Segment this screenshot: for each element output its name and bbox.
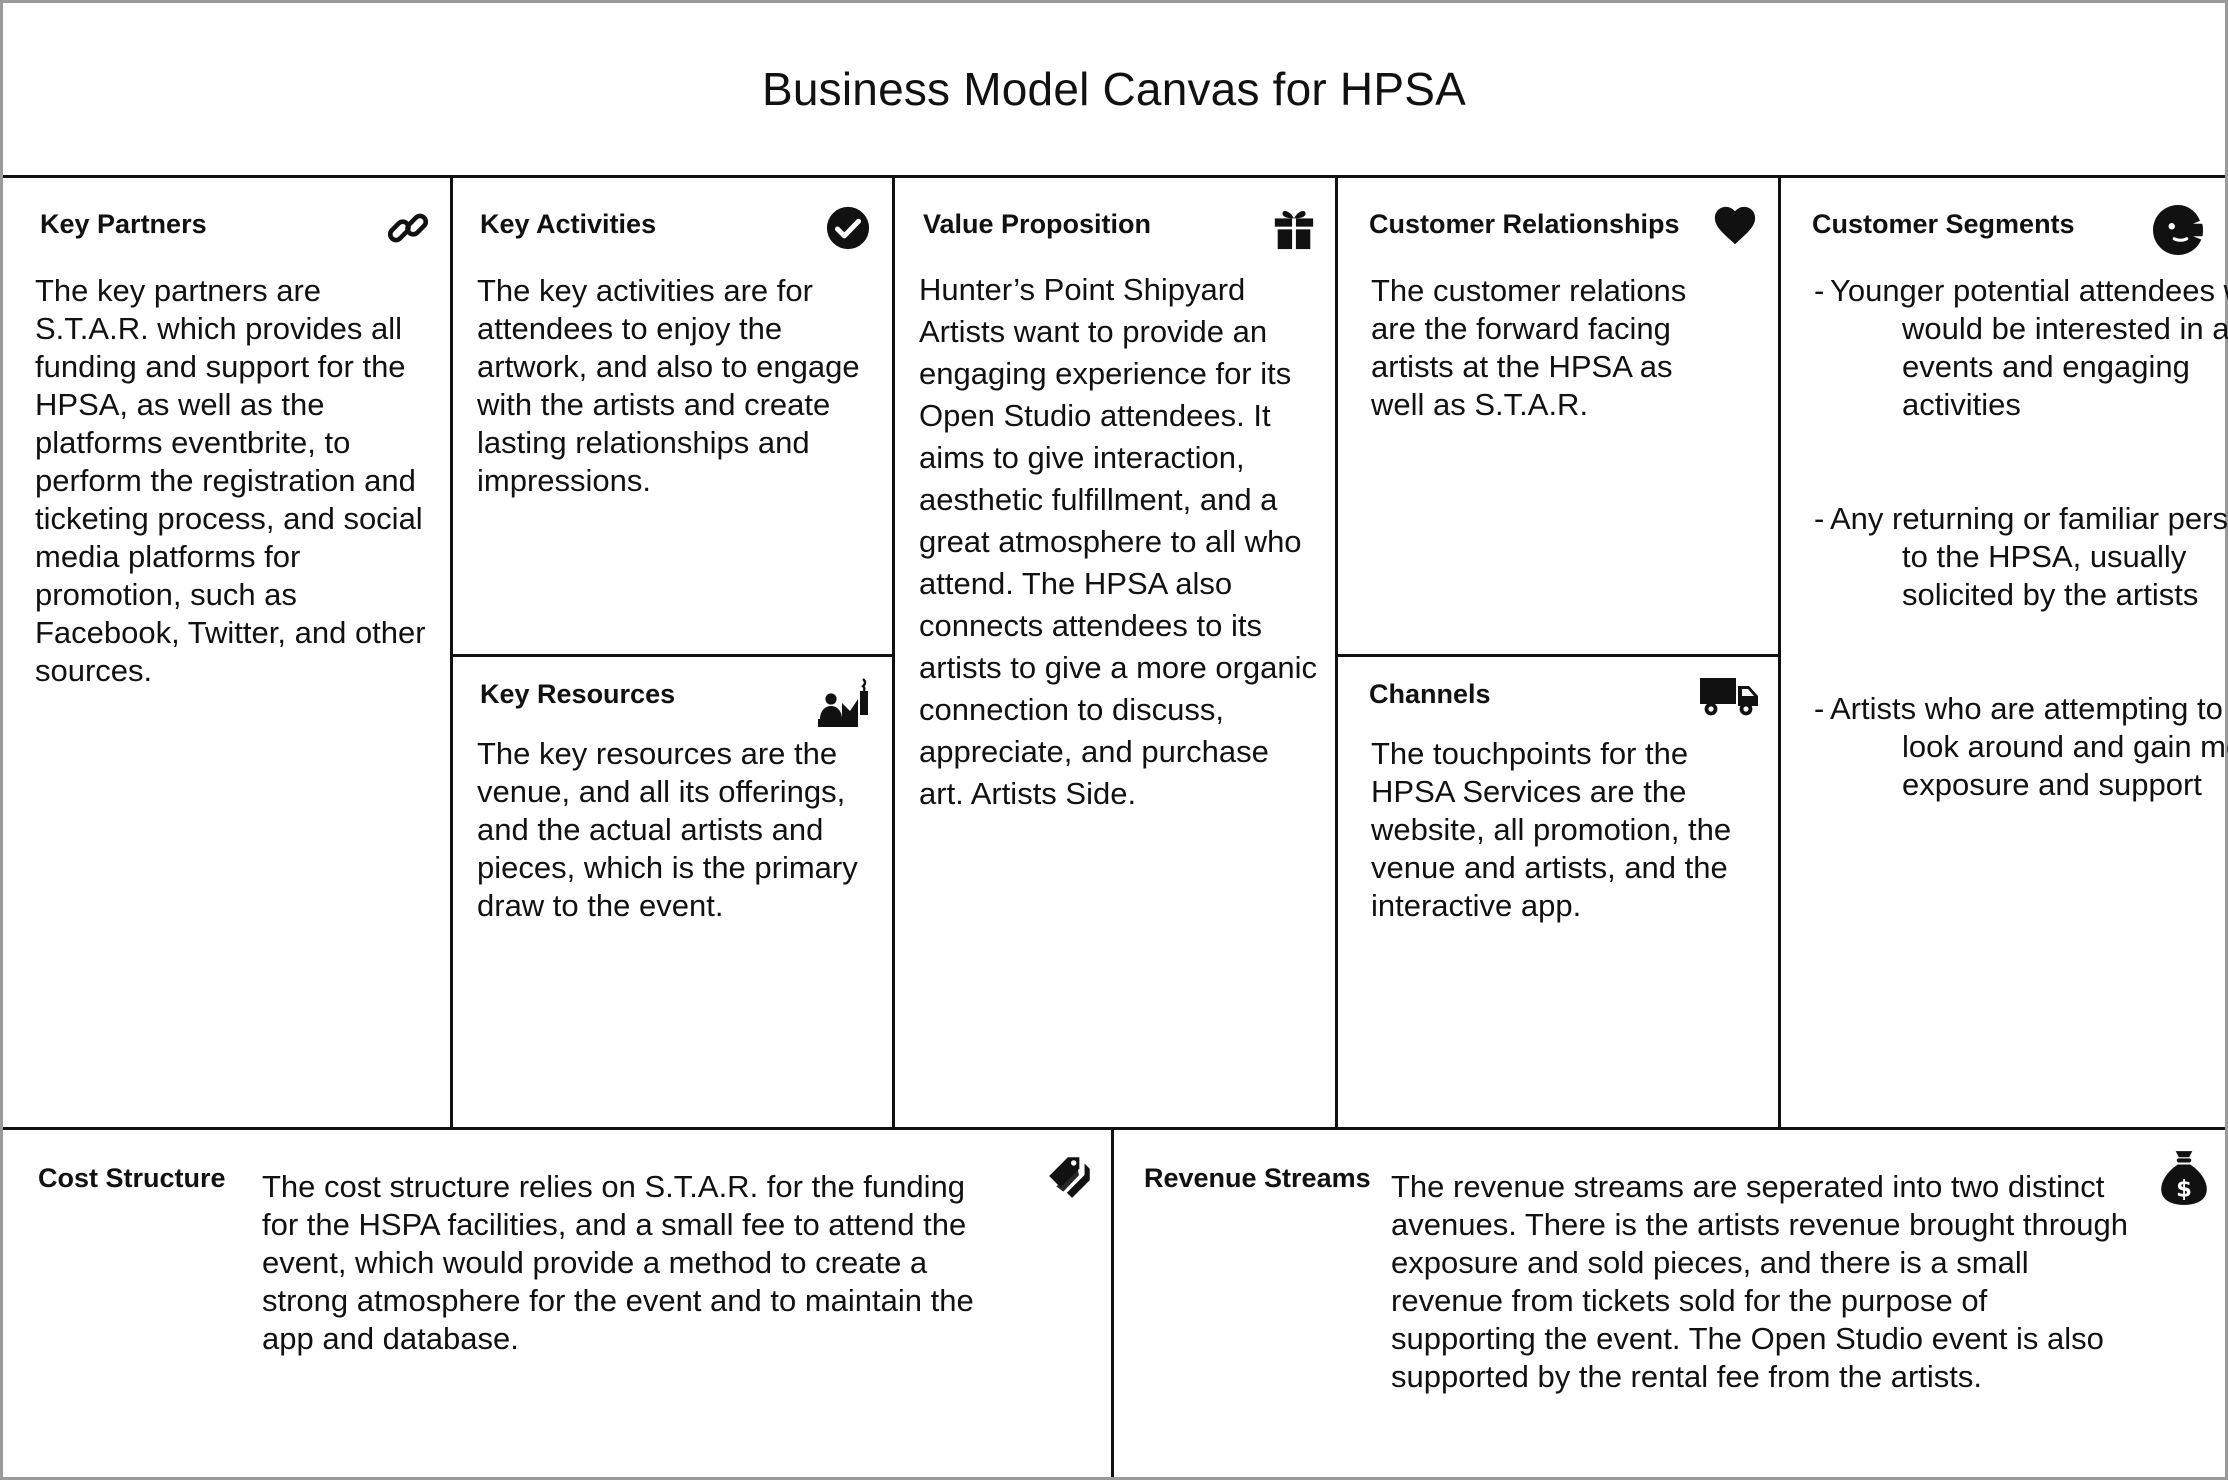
key-partners-text: The key partners are S.T.A.R. which prov… [35, 273, 426, 688]
tag-icon [1046, 1150, 1096, 1200]
key-activities-text: The key activities are for attendees to … [477, 273, 860, 498]
value-proposition-text: Hunter’s Point Shipyard Artists want to … [919, 272, 1318, 811]
customer-segment-item: - Artists who are attempting to look aro… [1814, 690, 2228, 804]
divider-middle [3, 1127, 2225, 1130]
key-activities-title: Key Activities [480, 209, 657, 239]
customer-segment-text: Younger potential attendees who would be… [1830, 273, 2228, 422]
divider-key-activities-resources [450, 654, 895, 657]
cost-structure-title: Cost Structure [38, 1163, 226, 1193]
customer-segment-text: Any returning or familiar person to the … [1830, 501, 2228, 612]
divider-col-3 [1335, 175, 1338, 1129]
revenue-streams-text: The revenue streams are seperated into t… [1391, 1169, 2128, 1394]
key-resources-text: The key resources are the venue, and all… [477, 736, 858, 923]
cost-structure-text: The cost structure relies on S.T.A.R. fo… [262, 1169, 974, 1356]
svg-text:$: $ [2176, 1177, 2192, 1203]
divider-col-2 [892, 175, 895, 1129]
revenue-streams-title: Revenue Streams [1144, 1163, 1371, 1193]
heart-icon [1712, 203, 1758, 249]
divider-relationships-channels [1335, 654, 1781, 657]
customer-segment-item: - Any returning or familiar person to th… [1814, 500, 2228, 614]
gift-icon [1271, 205, 1317, 251]
customer-segment-item: - Younger potential attendees who would … [1814, 272, 2228, 424]
customer-relationships-text: The customer relations are the forward f… [1371, 273, 1687, 422]
check-circle-icon [825, 205, 871, 251]
money-bag-icon: $ [2159, 1149, 2209, 1207]
canvas-title: Business Model Canvas for HPSA [762, 63, 1466, 115]
value-proposition-title: Value Proposition [923, 209, 1152, 239]
factory-icon [818, 675, 874, 731]
face-icon [2148, 200, 2208, 260]
channels-text: The touchpoints for the HPSA Services ar… [1371, 736, 1732, 923]
key-partners-title: Key Partners [40, 209, 207, 239]
divider-top [3, 175, 2225, 178]
truck-icon [1699, 671, 1759, 721]
customer-relationships-title: Customer Relationships [1369, 209, 1680, 239]
link-icon [385, 205, 431, 251]
divider-bottom [1111, 1127, 1114, 1477]
customer-segments-title: Customer Segments [1812, 209, 2075, 239]
divider-col-1 [450, 175, 453, 1129]
customer-segment-text: Artists who are attempting to look aroun… [1830, 691, 2228, 802]
channels-title: Channels [1369, 679, 1491, 709]
key-resources-title: Key Resources [480, 679, 676, 709]
divider-col-4 [1778, 175, 1781, 1129]
